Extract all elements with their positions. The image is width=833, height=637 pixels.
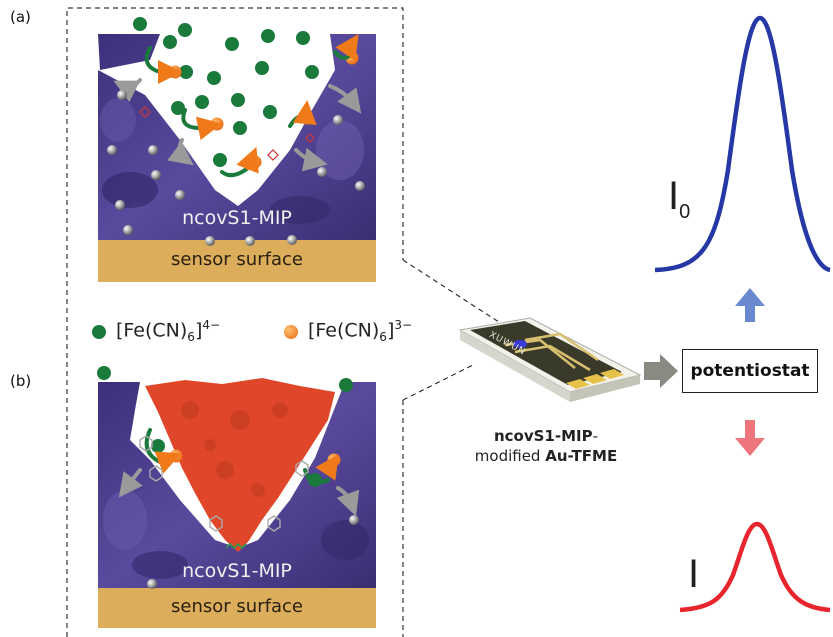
device-caption-electrode: Au-TFME — [545, 447, 618, 465]
current-label-bottom: I — [688, 552, 700, 596]
peak-curve-top — [654, 15, 831, 273]
polymer-matrix-b — [98, 382, 376, 588]
down-arrow — [735, 420, 765, 456]
peak-curve-bottom — [679, 521, 831, 613]
ferrocyanide-spheres-a — [133, 17, 319, 167]
potentiostat-box: potentiostat — [682, 349, 818, 393]
to-potentiostat-arrow — [644, 354, 678, 388]
panel-a-label: (a) — [10, 8, 31, 26]
sensor-surface-b — [98, 588, 376, 628]
orange-sphere-icon — [284, 325, 298, 339]
legend-ferricyanide-charge: 3− — [394, 318, 413, 332]
panel-a-illustration — [98, 17, 376, 282]
au-tfme-chip — [458, 317, 642, 402]
polymer-matrix-a — [98, 34, 376, 240]
legend-ferrocyanide-formula: [Fe(CN) — [116, 319, 188, 342]
spike-protein — [145, 378, 335, 552]
legend-ferrocyanide-sub: 6 — [187, 330, 195, 345]
legend-ferricyanide-formula: [Fe(CN) — [308, 319, 380, 342]
mip-label-a: ncovS1-MIP — [182, 207, 292, 229]
iron-atoms-a — [107, 90, 365, 246]
potentiostat-label: potentiostat — [690, 361, 810, 381]
current-label-top-sub: 0 — [679, 201, 691, 223]
green-sphere-icon — [92, 325, 106, 339]
panel-b-illustration — [97, 366, 376, 628]
current-label-top-symbol: I — [668, 174, 680, 218]
legend-ferricyanide-sub: 6 — [379, 330, 387, 345]
device-caption: ncovS1-MIP- modified Au-TFME — [436, 426, 656, 466]
dashed-frame — [66, 7, 506, 637]
surface-label-a: sensor surface — [171, 249, 303, 270]
legend-ferrocyanide-charge: 4− — [202, 318, 221, 332]
device-caption-suffix: - — [592, 427, 599, 445]
panel-b-label: (b) — [10, 372, 32, 390]
up-arrow — [735, 288, 765, 322]
mip-label-b: ncovS1-MIP — [182, 560, 292, 582]
current-label-top: I0 — [668, 174, 690, 224]
sensor-surface-a — [98, 240, 376, 282]
device-caption-modified: modified — [474, 447, 546, 465]
device-caption-mip: ncovS1-MIP — [493, 427, 593, 445]
surface-label-b: sensor surface — [171, 596, 303, 617]
